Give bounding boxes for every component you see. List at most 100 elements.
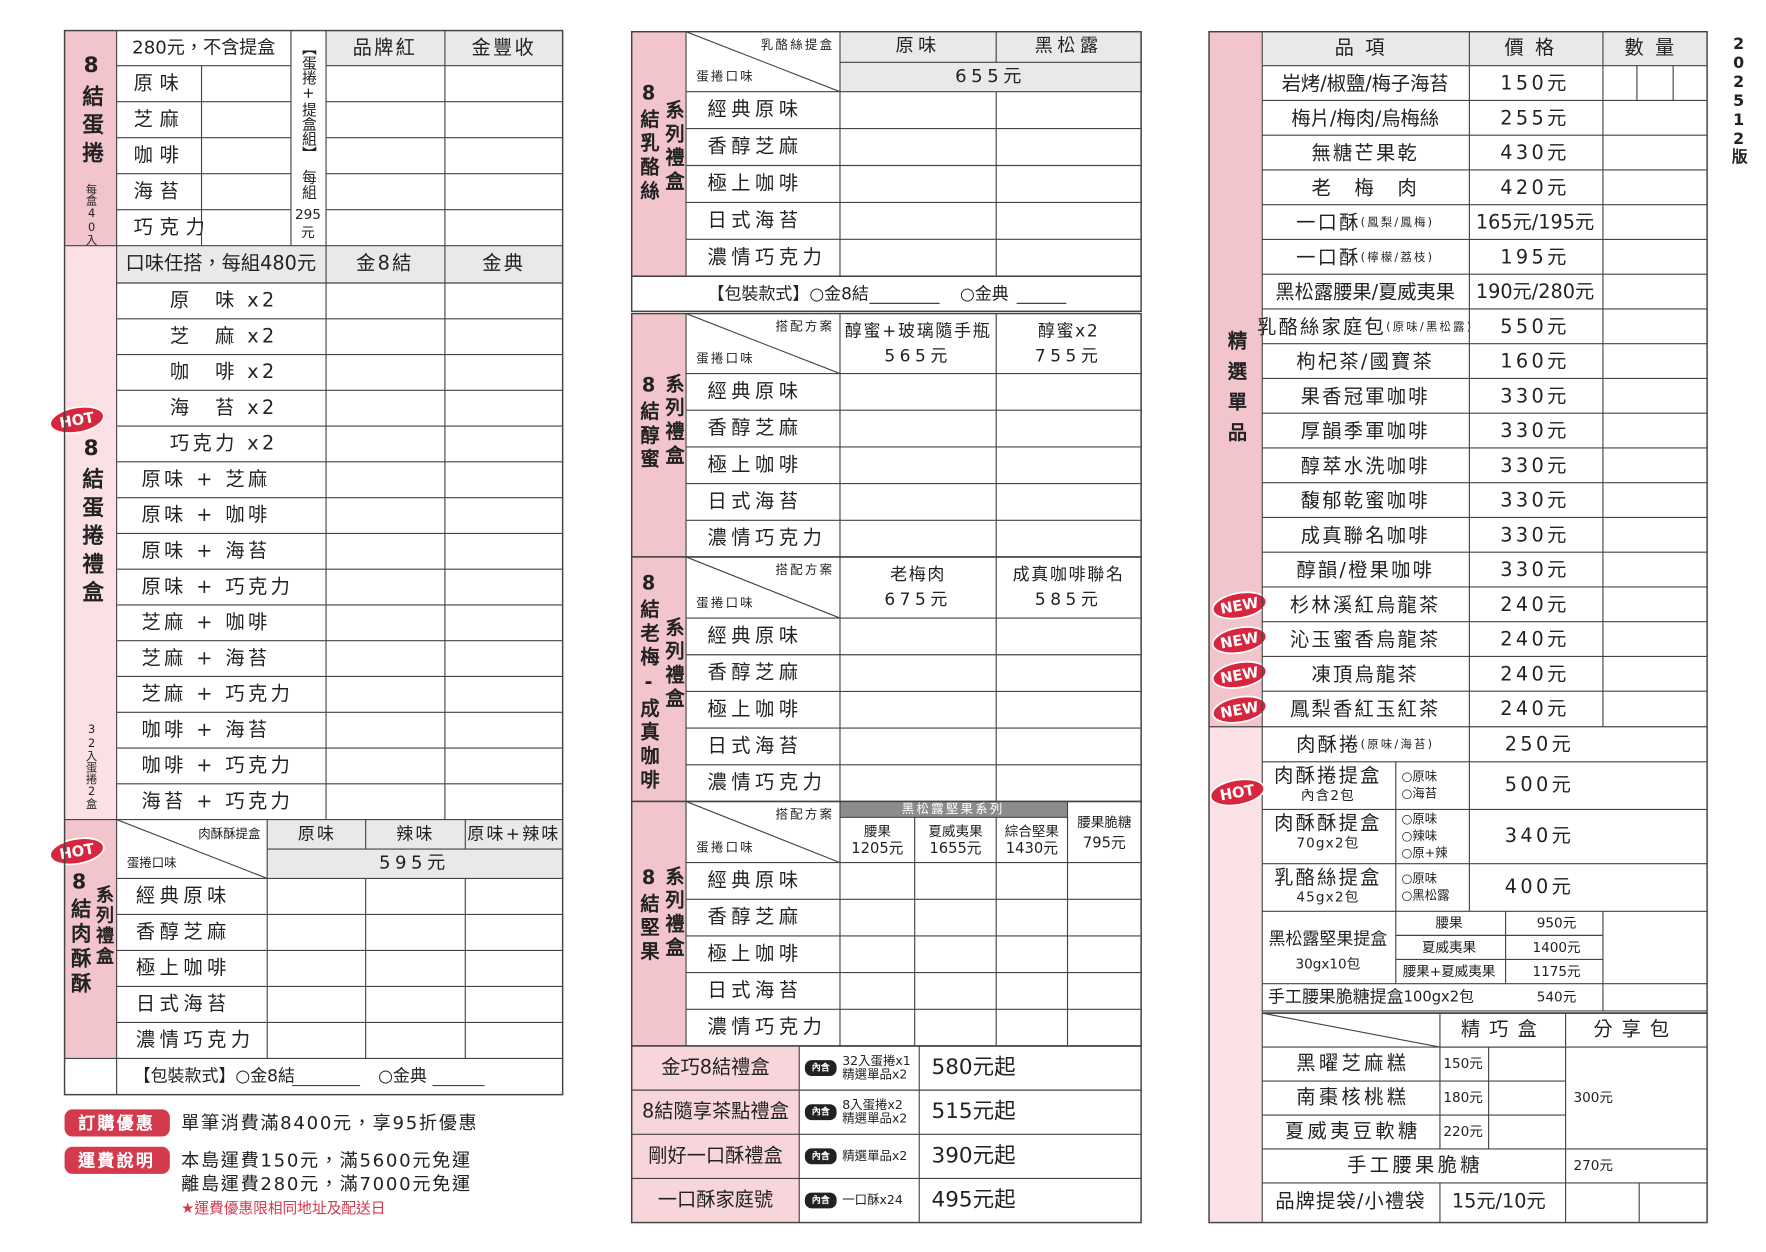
flavor: 咖啡 [134, 143, 186, 166]
item-name: 沁玉蜜香烏龍茶 [1290, 628, 1441, 651]
price: 195元 [1500, 245, 1570, 268]
flavor: 香醇芝麻 [708, 135, 803, 158]
flavor: 經典原味 [708, 379, 803, 402]
cell-bg [631, 1090, 800, 1135]
gift-set-name: 一口酥家庭號 [658, 1188, 773, 1211]
item-name: 成真聯名咖啡 [1301, 523, 1430, 546]
frame [63, 29, 564, 1096]
price: 330元 [1500, 489, 1570, 512]
price: 595元 [379, 853, 450, 874]
rule [685, 800, 841, 864]
column-header: 原味 [298, 824, 336, 844]
tag: 內含 [812, 1106, 831, 1118]
price: 240元 [1500, 697, 1570, 720]
column-header: 價格 [1504, 36, 1565, 59]
column-header: 精巧盒 [1461, 1018, 1546, 1041]
price: 270元 [1574, 1158, 1614, 1174]
flavor: 香醇芝麻 [136, 920, 231, 943]
cell-bg [64, 30, 117, 246]
label-part: 果香冠軍咖啡 [1301, 384, 1430, 407]
set-label: 【蛋捲+提盒組】 [300, 41, 317, 161]
flavor: 濃情巧克力 [708, 1015, 827, 1038]
cell-bg [631, 1045, 800, 1091]
price: 1655元 [929, 840, 981, 857]
note-text: 離島運費280元，滿7000元免運 [181, 1174, 472, 1195]
badge: NEW [1219, 664, 1260, 687]
price: 340元 [1505, 824, 1575, 847]
price: 1430元 [1006, 840, 1058, 857]
price: 1175元 [1532, 964, 1580, 980]
price: 675元 [884, 590, 951, 610]
flavor: 香醇芝麻 [708, 416, 803, 439]
price: 150元 [1443, 1056, 1483, 1072]
flavor: 日式海苔 [708, 734, 803, 757]
note-tag-bg [64, 1146, 170, 1174]
option: ○海苔 [1401, 786, 1437, 801]
option: 腰果+夏威夷果 [1403, 964, 1496, 980]
corner-label: 乳酪絲提盒 [761, 37, 835, 52]
label-part: 肉酥捲 [1296, 732, 1360, 755]
column-header: 金豐收 [472, 36, 536, 59]
price: 795元 [1083, 834, 1126, 851]
flavor-combo: 芝麻 + 巧克力 [142, 682, 294, 705]
price: 390元起 [932, 1143, 1016, 1168]
item-name: 一口酥(檸檬/荔枝) [1296, 245, 1434, 268]
flavor-combo: 芝麻 + 咖啡 [142, 611, 271, 634]
option: ○黑松露 [1401, 887, 1450, 902]
header-cell: 口味任搭，每組480元 [125, 251, 316, 274]
option: 夏威夷果 [1422, 940, 1477, 956]
section-note: 32入蛋捲2盒 [85, 722, 99, 809]
option: ○辣味 [1401, 828, 1437, 843]
flavor: 極上咖啡 [708, 171, 803, 194]
flavor: 濃情巧克力 [708, 526, 827, 549]
gift-set-contents: 一口酥x24 [842, 1192, 903, 1207]
item-name: 黑松露堅果提盒 [1268, 930, 1387, 950]
option: ○原味 [1401, 871, 1437, 886]
flavor: 濃情巧克力 [708, 245, 827, 268]
item-spec: 45gx2包 [1296, 890, 1359, 906]
price: 330元 [1500, 419, 1570, 442]
flavor: 經典原味 [136, 884, 231, 907]
price: 240元 [1500, 628, 1570, 651]
flavor-combo: 咖啡 + 巧克力 [142, 754, 294, 777]
label-part: 一口酥 [1296, 245, 1360, 268]
column-header: 黑松露 [1035, 35, 1103, 56]
header-cell: 280元，不含提盒 [132, 38, 275, 59]
column-header: 綜合堅果 [1005, 824, 1060, 840]
packaging: ○金典 [378, 1067, 427, 1087]
note-tag: 訂購優惠 [78, 1113, 155, 1134]
column-header: 腰果脆糖 [1077, 814, 1132, 831]
price: 240元 [1500, 662, 1570, 685]
item-name: 果香冠軍咖啡 [1301, 384, 1430, 407]
price: 540元 [1537, 989, 1577, 1005]
gift-set-contents: 精選單品x2 [842, 1066, 907, 1081]
version: 202512版 [1729, 34, 1748, 165]
item-name: 一口酥(鳳梨/鳳梅) [1296, 211, 1434, 234]
item-name: 黑松露腰果/夏威夷果 [1275, 280, 1455, 303]
column-header: 分享包 [1593, 1018, 1678, 1041]
item-name: 無糖芒果乾 [1311, 141, 1419, 164]
item-spec: 30gx10包 [1295, 956, 1360, 972]
price: 950元 [1537, 916, 1577, 932]
note-text: 單筆消費滿8400元，享95折優惠 [181, 1113, 478, 1134]
tag-bg [804, 1148, 837, 1165]
note-text: 本島運費150元，滿5600元免運 [181, 1150, 472, 1171]
flavor: 芝麻 [134, 107, 186, 130]
flavor: 香醇芝麻 [708, 661, 803, 684]
section-title: 8結老梅-成真咖啡 [637, 572, 661, 793]
column-header: 金典 [482, 251, 525, 274]
price: 330元 [1500, 384, 1570, 407]
flavor-combo: 原味 + 芝麻 [142, 467, 271, 490]
price: 160元 [1500, 350, 1570, 373]
item-name: 馥郁乾蜜咖啡 [1301, 489, 1430, 512]
flavor: 濃情巧克力 [136, 1028, 255, 1051]
flavor-combo: 芝麻 + 海苔 [142, 646, 271, 669]
item-name: 南棗核桃糕 [1296, 1086, 1409, 1109]
flavor-combo: 原味 + 海苔 [142, 539, 271, 562]
item-spec: 70gx2包 [1296, 835, 1359, 851]
label-part: 黑松露腰果/夏威夷果 [1275, 280, 1455, 303]
column-header: 成真咖啡聯名 [1013, 565, 1125, 585]
price: 220元 [1443, 1124, 1483, 1140]
frame [630, 1045, 1142, 1224]
price: 240元 [1500, 593, 1570, 616]
